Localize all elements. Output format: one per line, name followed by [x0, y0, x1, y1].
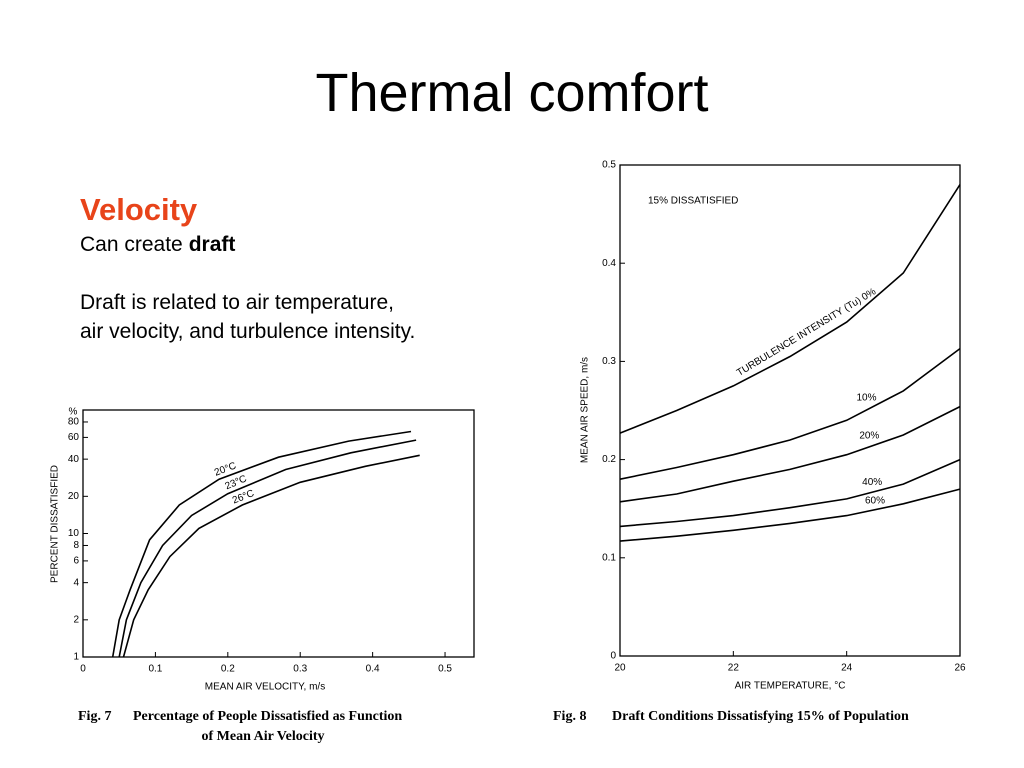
y-tick-label: 0.5	[602, 160, 616, 171]
y-tick-label: 10	[68, 528, 80, 539]
x-tick-label: 0.3	[293, 664, 307, 675]
curve	[619, 405, 961, 503]
figure-number: Fig. 7	[78, 709, 111, 724]
curve	[619, 458, 961, 528]
curve-label: 20°C	[213, 461, 238, 479]
slide-title: Thermal comfort	[315, 63, 709, 123]
y-tick-label: 20	[68, 491, 80, 502]
x-tick-label: 0.1	[148, 664, 162, 675]
y-tick-label: 2	[73, 614, 79, 625]
curve-label: 20%	[859, 430, 879, 441]
x-tick-label: 0.4	[366, 664, 380, 675]
slide-text: Velocity Can create draft Draft is relate…	[80, 190, 415, 346]
x-tick-label: 0	[80, 664, 86, 675]
y-axis-label: PERCENT DISSATISFIED	[50, 465, 61, 583]
x-tick-label: 22	[728, 663, 740, 674]
curve	[619, 347, 961, 480]
x-tick-label: 0.2	[221, 664, 235, 675]
heading: Velocity	[80, 192, 198, 227]
caption: Percentage of People Dissatisfied as Fun…	[133, 709, 402, 724]
x-axis-label: MEAN AIR VELOCITY, m/s	[205, 682, 325, 693]
paragraph-line: air velocity, and turbulence intensity.	[80, 320, 416, 343]
curve-label: 10%	[856, 393, 876, 404]
y-tick-label: 0.1	[602, 552, 616, 563]
curve	[619, 488, 961, 542]
x-tick-label: 26	[954, 663, 966, 674]
y-tick-label: 0.3	[602, 356, 616, 367]
y-tick-label: 40	[68, 454, 80, 465]
y-tick-label: 0	[610, 651, 616, 662]
y-axis-label: MEAN AIR SPEED, m/s	[580, 357, 591, 463]
annotation: 15% DISSATISFIED	[648, 196, 738, 207]
x-tick-label: 20	[614, 663, 626, 674]
caption: Draft Conditions Dissatisfying 15% of Po…	[612, 709, 909, 724]
paragraph-line: Draft is related to air temperature,	[80, 291, 394, 314]
x-tick-label: 0.5	[438, 664, 452, 675]
curve	[111, 430, 412, 658]
curve	[118, 439, 417, 658]
y-tick-label: 1	[73, 652, 79, 663]
y-tick-label: 6	[73, 556, 79, 567]
y-tick-label: 4	[73, 577, 79, 588]
curve-label: 40%	[862, 477, 882, 488]
lead: Can create	[80, 233, 183, 256]
curve-label: TURBULENCE INTENSITY (Tu) 0%	[735, 286, 878, 379]
y-tick-label: 80	[68, 417, 80, 428]
plot-frame	[619, 164, 961, 657]
y-tick-label: 60	[68, 432, 80, 443]
y-unit: %	[69, 407, 78, 418]
x-tick-label: 24	[841, 663, 853, 674]
x-axis-label: AIR TEMPERATURE, °C	[735, 681, 846, 692]
y-tick-label: 8	[73, 540, 79, 551]
plot-frame	[82, 409, 475, 658]
figure-number: Fig. 8	[553, 709, 586, 724]
curve-label: 60%	[865, 495, 885, 506]
caption: of Mean Air Velocity	[201, 729, 324, 744]
lead-line: Can create draft	[80, 230, 415, 259]
lead-bold: draft	[188, 233, 236, 256]
curve	[122, 454, 420, 658]
y-tick-label: 0.4	[602, 258, 616, 269]
curve	[619, 184, 961, 434]
y-tick-label: 0.2	[602, 454, 616, 465]
